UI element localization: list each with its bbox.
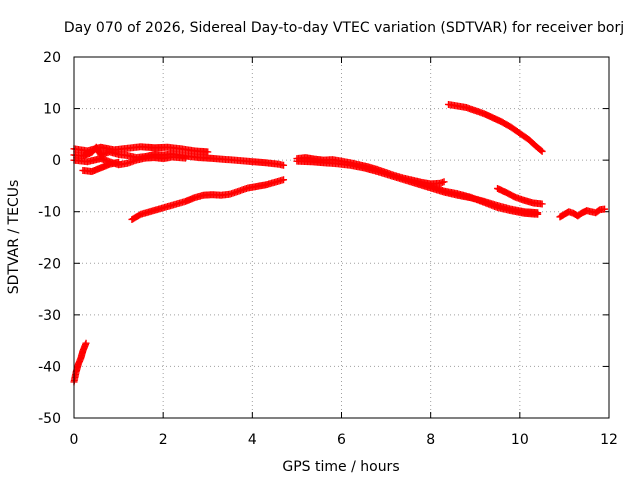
x-tick-label: 6 — [337, 432, 346, 448]
series-arc-11 — [445, 100, 546, 155]
x-tick-label: 12 — [600, 432, 618, 448]
y-tick-label: -50 — [38, 411, 61, 427]
data-points — [70, 100, 609, 386]
x-tick-label: 4 — [248, 432, 257, 448]
x-tick-label: 2 — [159, 432, 168, 448]
series-arc-5 — [79, 158, 123, 175]
data-point-plus — [115, 158, 123, 166]
series-arc-10 — [494, 185, 546, 208]
series-arc-1 — [70, 339, 90, 386]
data-point-plus — [280, 161, 288, 169]
y-tick-label: -20 — [38, 256, 61, 272]
chart-title: Day 070 of 2026, Sidereal Day-to-day VTE… — [64, 20, 624, 36]
series-arc-12 — [556, 205, 609, 221]
data-point-plus — [82, 339, 90, 347]
axis-ticks: 0 2 4 6 8 10 12 20 10 0 -10 -20 -30 -40 -50 — [38, 50, 618, 448]
data-point-plus — [204, 148, 212, 156]
data-point-plus — [537, 146, 545, 154]
data-point-plus — [534, 210, 542, 218]
series-arc-4 — [70, 153, 189, 169]
series-arc-3 — [70, 143, 212, 156]
grid-lines — [74, 57, 609, 418]
y-tick-label: 20 — [43, 50, 61, 66]
plot-frame — [73, 56, 610, 419]
data-point-plus — [181, 154, 189, 162]
data-point-plus — [601, 205, 609, 213]
x-tick-label: 8 — [426, 432, 435, 448]
y-axis-label: SDTVAR / TECUs — [6, 180, 22, 295]
series-arc-6 — [128, 176, 288, 223]
x-tick-label: 10 — [511, 432, 529, 448]
y-tick-label: -30 — [38, 308, 61, 324]
y-tick-label: 10 — [43, 102, 61, 118]
data-point-plus — [280, 176, 288, 184]
data-point-plus — [440, 178, 448, 186]
data-point-plus — [538, 200, 546, 208]
data-point-plus — [538, 147, 546, 155]
y-tick-label: 0 — [52, 153, 61, 169]
x-tick-label: 0 — [70, 432, 79, 448]
y-tick-label: -40 — [38, 359, 61, 375]
y-tick-label: -10 — [38, 205, 61, 221]
series-arc-9 — [427, 182, 542, 218]
x-axis-label: GPS time / hours — [282, 459, 399, 475]
